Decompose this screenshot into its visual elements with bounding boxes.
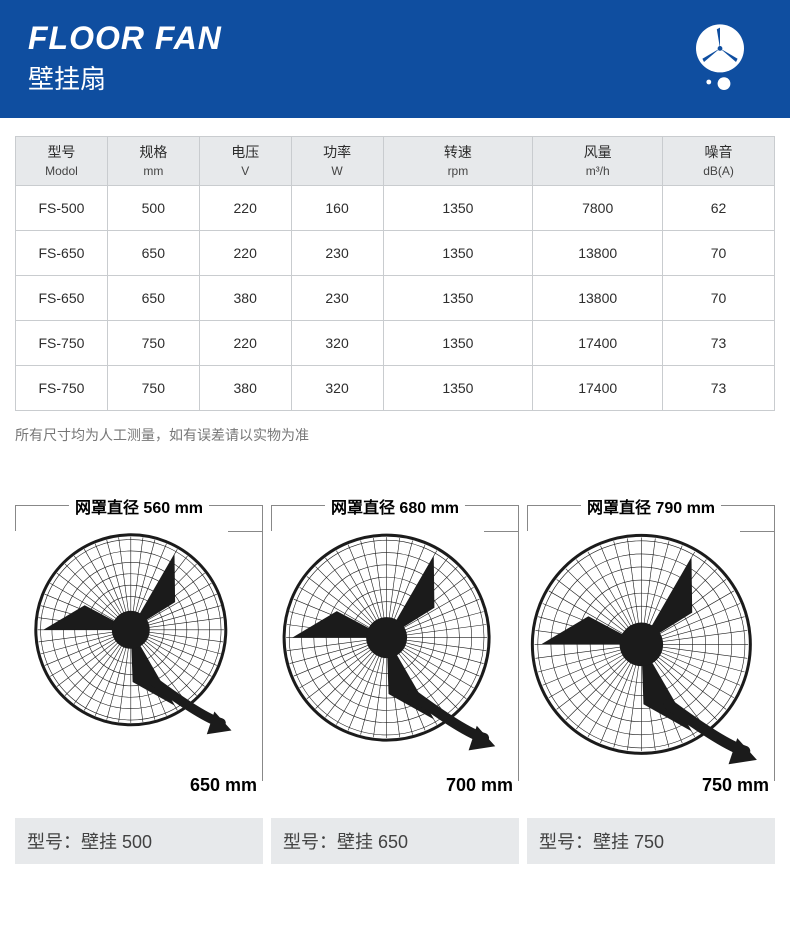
table-cell: 70 xyxy=(663,231,775,276)
cage-diameter-label: 网罩直径 560 mm xyxy=(69,494,209,518)
column-unit: dB(A) xyxy=(667,163,770,180)
table-cell: 220 xyxy=(199,321,291,366)
table-cell: 750 xyxy=(107,366,199,411)
cage-dimension-bracket: 网罩直径 560 mm xyxy=(15,505,263,531)
table-cell: FS-500 xyxy=(16,186,108,231)
table-cell: 62 xyxy=(663,186,775,231)
column-label: 风量 xyxy=(537,143,658,163)
column-label: 噪音 xyxy=(667,143,770,163)
table-column-header: 风量m³/h xyxy=(533,137,663,186)
table-cell: 13800 xyxy=(533,231,663,276)
model-prefix: 型号： xyxy=(283,832,337,852)
table-cell: 1350 xyxy=(383,186,533,231)
product-model-label: 型号：壁挂 500 xyxy=(15,818,263,864)
table-row: FS-65065022023013501380070 xyxy=(16,231,775,276)
table-cell: FS-650 xyxy=(16,231,108,276)
model-value: 壁挂 650 xyxy=(337,832,408,852)
fan-logo-icon xyxy=(680,18,760,103)
table-cell: 73 xyxy=(663,321,775,366)
table-cell: 73 xyxy=(663,366,775,411)
table-cell: 230 xyxy=(291,276,383,321)
table-cell: 1350 xyxy=(383,366,533,411)
product-item: 网罩直径 560 mm 650 mm 型号：壁挂 500 xyxy=(15,505,263,864)
cage-diameter-label: 网罩直径 680 mm xyxy=(325,494,465,518)
title-chinese: 壁挂扇 xyxy=(28,59,762,96)
table-cell: 230 xyxy=(291,231,383,276)
product-model-label: 型号：壁挂 650 xyxy=(271,818,519,864)
height-bracket-top xyxy=(228,531,262,532)
table-column-header: 规格mm xyxy=(107,137,199,186)
table-column-header: 功率W xyxy=(291,137,383,186)
column-label: 电压 xyxy=(204,143,287,163)
table-cell: 1350 xyxy=(383,231,533,276)
column-unit: V xyxy=(204,163,287,180)
table-cell: 1350 xyxy=(383,321,533,366)
column-unit: rpm xyxy=(388,163,529,180)
table-cell: 380 xyxy=(199,366,291,411)
table-cell: 70 xyxy=(663,276,775,321)
column-label: 转速 xyxy=(388,143,529,163)
table-cell: 220 xyxy=(199,186,291,231)
wall-fan-icon xyxy=(271,531,518,767)
product-item: 网罩直径 680 mm 700 mm 型号：壁挂 650 xyxy=(271,505,519,864)
table-column-header: 噪音dB(A) xyxy=(663,137,775,186)
model-value: 壁挂 750 xyxy=(593,832,664,852)
table-row: FS-65065038023013501380070 xyxy=(16,276,775,321)
table-cell: 500 xyxy=(107,186,199,231)
table-row: FS-75075022032013501740073 xyxy=(16,321,775,366)
table-column-header: 电压V xyxy=(199,137,291,186)
table-cell: 220 xyxy=(199,231,291,276)
table-cell: 380 xyxy=(199,276,291,321)
model-prefix: 型号： xyxy=(27,832,81,852)
table-cell: 160 xyxy=(291,186,383,231)
product-model-label: 型号：壁挂 750 xyxy=(527,818,775,864)
cage-dimension-bracket: 网罩直径 790 mm xyxy=(527,505,775,531)
table-cell: 17400 xyxy=(533,366,663,411)
table-column-header: 转速rpm xyxy=(383,137,533,186)
table-cell: 650 xyxy=(107,231,199,276)
table-cell: 7800 xyxy=(533,186,663,231)
height-bracket-top xyxy=(484,531,518,532)
fan-illustration-area xyxy=(271,531,519,781)
table-row: FS-75075038032013501740073 xyxy=(16,366,775,411)
model-prefix: 型号： xyxy=(539,832,593,852)
column-label: 型号 xyxy=(20,143,103,163)
fan-illustration-area xyxy=(15,531,263,781)
product-item: 网罩直径 790 mm 750 mm 型号：壁挂 750 xyxy=(527,505,775,864)
table-cell: 320 xyxy=(291,366,383,411)
table-cell: 17400 xyxy=(533,321,663,366)
table-cell: FS-750 xyxy=(16,321,108,366)
table-cell: 1350 xyxy=(383,276,533,321)
column-label: 规格 xyxy=(112,143,195,163)
table-cell: 750 xyxy=(107,321,199,366)
table-row: FS-5005002201601350780062 xyxy=(16,186,775,231)
measurement-note: 所有尺寸均为人工测量，如有误差请以实物为准 xyxy=(15,425,775,445)
header-banner: FLOOR FAN 壁挂扇 xyxy=(0,0,790,118)
column-unit: Modol xyxy=(20,163,103,180)
fan-illustration-area xyxy=(527,531,775,781)
cage-dimension-bracket: 网罩直径 680 mm xyxy=(271,505,519,531)
column-unit: m³/h xyxy=(537,163,658,180)
column-unit: mm xyxy=(112,163,195,180)
table-column-header: 型号Modol xyxy=(16,137,108,186)
table-cell: FS-650 xyxy=(16,276,108,321)
model-value: 壁挂 500 xyxy=(81,832,152,852)
table-cell: 650 xyxy=(107,276,199,321)
wall-fan-icon xyxy=(15,531,262,750)
title-english: FLOOR FAN xyxy=(28,20,762,57)
table-cell: FS-750 xyxy=(16,366,108,411)
column-unit: W xyxy=(296,163,379,180)
cage-diameter-label: 网罩直径 790 mm xyxy=(581,494,721,518)
spec-table-body: FS-5005002201601350780062FS-650650220230… xyxy=(16,186,775,411)
column-label: 功率 xyxy=(296,143,379,163)
table-cell: 320 xyxy=(291,321,383,366)
spec-table-header: 型号Modol规格mm电压V功率W转速rpm风量m³/h噪音dB(A) xyxy=(16,137,775,186)
product-diagrams: 网罩直径 560 mm 650 mm 型号：壁挂 500 网罩直径 680 mm xyxy=(15,505,775,864)
wall-fan-icon xyxy=(527,531,774,782)
height-bracket-top xyxy=(740,531,774,532)
table-cell: 13800 xyxy=(533,276,663,321)
spec-table: 型号Modol规格mm电压V功率W转速rpm风量m³/h噪音dB(A) FS-5… xyxy=(15,136,775,411)
